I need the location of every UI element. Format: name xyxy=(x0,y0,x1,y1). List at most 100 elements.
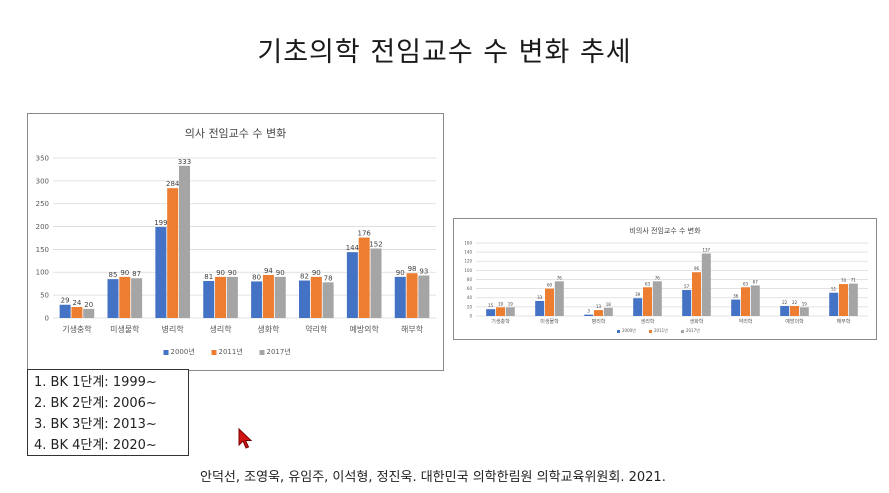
data-label: 19 xyxy=(802,301,808,306)
bar xyxy=(829,292,839,316)
data-label: 144 xyxy=(346,244,360,252)
data-label: 22 xyxy=(792,300,798,305)
x-tick-label: 미생물학 xyxy=(110,324,140,334)
data-label: 98 xyxy=(408,265,417,273)
bar xyxy=(310,276,322,318)
data-label: 90 xyxy=(120,269,129,277)
data-label: 76 xyxy=(655,275,661,280)
legend-label: 2000년 xyxy=(622,327,636,333)
y-tick-label: 80 xyxy=(467,277,473,282)
bar xyxy=(545,288,554,316)
y-tick-label: 250 xyxy=(36,200,49,208)
bar xyxy=(418,275,430,318)
mouse-cursor-icon xyxy=(238,427,253,454)
y-tick-label: 60 xyxy=(467,286,473,291)
bar xyxy=(131,278,143,318)
legend-label: 2011년 xyxy=(654,327,668,333)
data-label: 15 xyxy=(488,303,494,308)
bar xyxy=(780,305,790,316)
bar xyxy=(750,285,760,316)
data-label: 67 xyxy=(753,279,759,284)
bar xyxy=(535,300,545,316)
bk-stage-list: 1. BK 1단계: 1999~ 2. BK 2단계: 2006~ 3. BK … xyxy=(27,369,189,456)
data-label: 36 xyxy=(733,294,739,299)
bar xyxy=(839,284,848,316)
data-label: 85 xyxy=(109,271,118,279)
chart-nonphysician-faculty: 비의사 전임교수 수 변화 0 20 40 60 80 100 120 140 160 15 19 19… xyxy=(453,218,877,340)
data-label: 93 xyxy=(419,267,428,275)
bar xyxy=(799,307,809,316)
x-tick-label: 생리학 xyxy=(641,318,655,325)
bk-stage-item: 4. BK 4단계: 2020~ xyxy=(34,438,157,453)
legend-swatch xyxy=(617,330,620,333)
y-tick-label: 140 xyxy=(464,250,472,255)
bar xyxy=(178,165,191,318)
data-label: 90 xyxy=(216,269,225,277)
data-label: 76 xyxy=(557,275,563,280)
bar xyxy=(731,299,741,316)
chart-physician-faculty-svg: 의사 전임교수 수 변화 0 50 100 150 200 250 300 350 29 24 20 기… xyxy=(36,127,436,356)
bar xyxy=(215,276,227,318)
bar xyxy=(203,280,215,318)
data-label: 19 xyxy=(508,301,514,306)
legend-label: 2017년 xyxy=(267,347,291,356)
data-label: 19 xyxy=(498,301,504,306)
x-tick-label: 약리학 xyxy=(739,318,753,325)
bar xyxy=(394,276,406,318)
data-label: 57 xyxy=(684,284,690,289)
data-label: 90 xyxy=(312,269,321,277)
bar xyxy=(701,253,711,316)
data-label: 51 xyxy=(831,287,837,292)
bar xyxy=(251,281,263,318)
bar xyxy=(643,287,652,316)
bar xyxy=(119,276,131,318)
data-label: 137 xyxy=(702,247,710,252)
bar xyxy=(274,276,286,318)
data-label: 63 xyxy=(743,281,749,286)
x-tick-label: 병리학 xyxy=(592,318,606,325)
legend-swatch xyxy=(259,350,265,355)
legend-swatch xyxy=(649,330,652,333)
bar xyxy=(298,280,311,318)
data-label: 20 xyxy=(84,301,93,309)
x-tick-label: 생화학 xyxy=(690,318,704,325)
bar xyxy=(262,275,274,318)
legend-label: 2017년 xyxy=(686,327,700,333)
bar xyxy=(584,314,594,316)
bar xyxy=(603,307,613,316)
legend-label: 2011년 xyxy=(219,347,243,356)
data-label: 333 xyxy=(178,158,191,166)
bar xyxy=(741,287,750,316)
bar xyxy=(358,237,370,318)
data-label: 199 xyxy=(154,219,167,227)
bar xyxy=(692,272,701,316)
bar xyxy=(83,308,95,318)
x-tick-label: 생리학 xyxy=(210,324,233,334)
bar xyxy=(346,252,358,318)
bk-stage-item: 2. BK 2단계: 2006~ xyxy=(34,396,157,411)
bar xyxy=(406,273,418,318)
x-tick-label: 기생충학 xyxy=(62,324,92,334)
bar xyxy=(71,307,83,318)
bar xyxy=(486,309,496,316)
data-label: 81 xyxy=(204,273,213,281)
data-label: 94 xyxy=(264,267,273,275)
bk-stage-item: 3. BK 3단계: 2013~ xyxy=(34,417,157,432)
data-label: 80 xyxy=(252,273,261,281)
y-tick-label: 300 xyxy=(36,177,49,185)
data-label: 24 xyxy=(72,299,81,307)
bar xyxy=(682,289,692,316)
y-tick-label: 160 xyxy=(464,240,472,245)
y-tick-label: 100 xyxy=(36,269,49,277)
y-tick-label: 120 xyxy=(464,259,472,264)
data-label: 63 xyxy=(645,281,651,286)
data-label: 78 xyxy=(324,274,333,282)
data-label: 71 xyxy=(851,278,857,283)
data-label: 60 xyxy=(547,283,553,288)
slide-title: 기초의학 전임교수 수 변화 추세 xyxy=(257,37,632,68)
x-tick-label: 약리학 xyxy=(305,324,328,334)
data-label: 87 xyxy=(132,270,141,278)
bar xyxy=(848,283,858,316)
data-label: 96 xyxy=(694,266,700,271)
bk-stage-item: 1. BK 1단계: 1999~ xyxy=(34,375,157,390)
